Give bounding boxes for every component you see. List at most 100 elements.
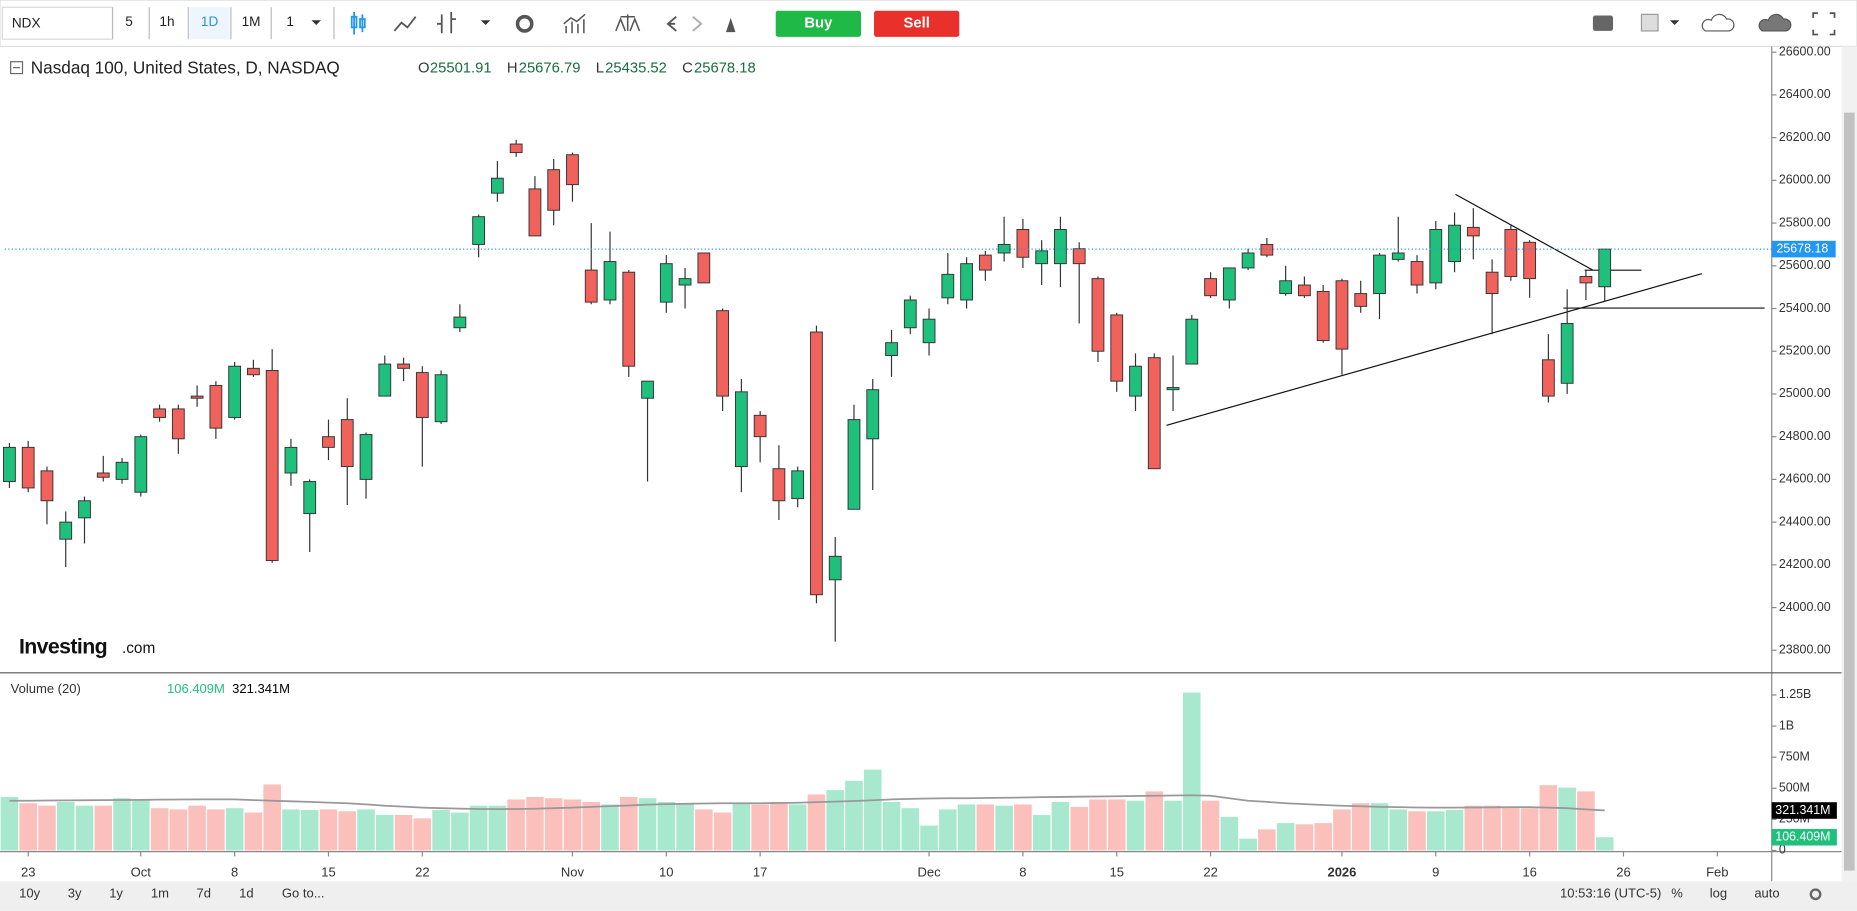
sell-button[interactable] [874,10,960,37]
volume-bar [770,801,788,851]
auto-toggle[interactable]: auto [1754,886,1779,901]
log-toggle[interactable]: log [1710,886,1727,901]
last-price-tag [1771,240,1836,258]
settings-icon[interactable] [1809,888,1822,901]
y-tick-label: 26400.00 [1779,87,1831,101]
alert-icon[interactable] [725,17,736,33]
x-tick-label: 9 [1432,864,1439,879]
volume-bar [1333,809,1351,851]
load-icon[interactable] [1701,13,1735,32]
volume-bar [169,809,188,851]
candle-body [171,408,185,440]
volume-bar [1183,692,1201,851]
percent-toggle[interactable]: % [1671,886,1683,901]
candle-body [697,252,711,284]
candle-body [1016,229,1030,258]
ohlc-label: C [682,61,693,77]
candle-body [509,143,523,154]
volume-bars [0,692,1614,851]
candle-body [566,154,579,186]
volume-bar [1351,803,1370,851]
volume-bar [507,799,525,851]
volume-bar [282,809,300,851]
candle-body [1110,314,1124,382]
candle-body [190,395,204,399]
candle-body [1260,243,1274,256]
range-button[interactable]: 1y [109,886,123,901]
candle-body [903,299,917,329]
symbol[interactable]: NDX [12,15,41,30]
interval[interactable]: 1M [242,14,261,29]
volume-bar [488,805,507,851]
x-tick-label: Dec [917,864,941,879]
volume-bar [1089,799,1107,851]
buy-label[interactable]: Buy [804,16,833,32]
volume-bar [1239,838,1257,851]
watermark-suffix: .com [122,640,155,657]
compare-icon[interactable] [615,14,641,32]
candle-body [490,177,504,194]
fullscreen-icon[interactable] [1812,12,1836,36]
candle-body [1448,224,1461,263]
volume-bar [1276,823,1295,851]
volume-bar [207,809,225,851]
candles [3,139,1612,642]
volume-bar [788,804,807,851]
candle-body [115,461,129,480]
candle-body [1485,271,1499,295]
color-icon[interactable] [1640,13,1659,32]
volume-bar [113,798,131,851]
x-tick-label: Feb [1706,864,1728,879]
multiplier[interactable]: 1 [286,14,294,29]
line-icon[interactable] [393,16,417,32]
candle-body [1204,278,1217,297]
volume-bar [1032,815,1051,851]
range-button[interactable]: 1d [239,886,253,901]
redo-icon[interactable] [692,15,703,32]
volume-bar [1258,829,1276,851]
clock: 10:53:16 (UTC-5) [1560,886,1661,901]
range-button[interactable]: 1m [151,886,169,901]
indicators-icon[interactable] [563,13,586,34]
volume-title: Volume (20) [11,681,81,696]
dropdown-arrow[interactable] [311,20,321,26]
range-button[interactable]: 3y [68,886,82,901]
candle-body [828,555,842,581]
volume-bar [225,808,244,851]
candle-body [1298,284,1311,297]
candle-body [547,169,561,211]
interval[interactable]: 1D [201,14,219,29]
settings-icon[interactable] [515,14,534,33]
screenshot-icon[interactable] [1592,15,1614,31]
save-icon[interactable] [1758,13,1792,32]
trend-lines [1166,193,1765,426]
bar-icon[interactable] [437,11,456,34]
candle-icon[interactable] [350,11,366,35]
ohlc-label: H [507,61,518,77]
volume-bar [713,812,732,851]
undo-icon[interactable] [666,15,677,32]
volume-bar [1014,804,1032,851]
separators [111,7,335,40]
candle-body [228,365,242,418]
volume-bar [1577,791,1595,851]
buy-button[interactable] [775,10,861,37]
goto-button[interactable]: Go to... [282,886,325,901]
sell-label[interactable]: Sell [903,16,929,32]
volume-bar [638,798,657,851]
dropdown-arrow[interactable] [480,20,491,26]
volume-bar [357,809,375,851]
candle-body [415,372,429,418]
volume-bar [451,812,469,851]
candle-body [359,434,373,480]
scrollbar-thumb[interactable] [1843,112,1855,871]
collapse-icon[interactable] [10,61,24,75]
dropdown-arrow[interactable] [1669,20,1680,26]
range-button[interactable]: 7d [196,886,210,901]
candle-body [1241,252,1255,269]
interval[interactable]: 5 [125,14,133,29]
range-button[interactable]: 10y [19,886,40,901]
interval[interactable]: 1h [159,14,174,29]
last-price-label: 25678.18 [1776,241,1828,255]
candle-body [1129,365,1142,397]
